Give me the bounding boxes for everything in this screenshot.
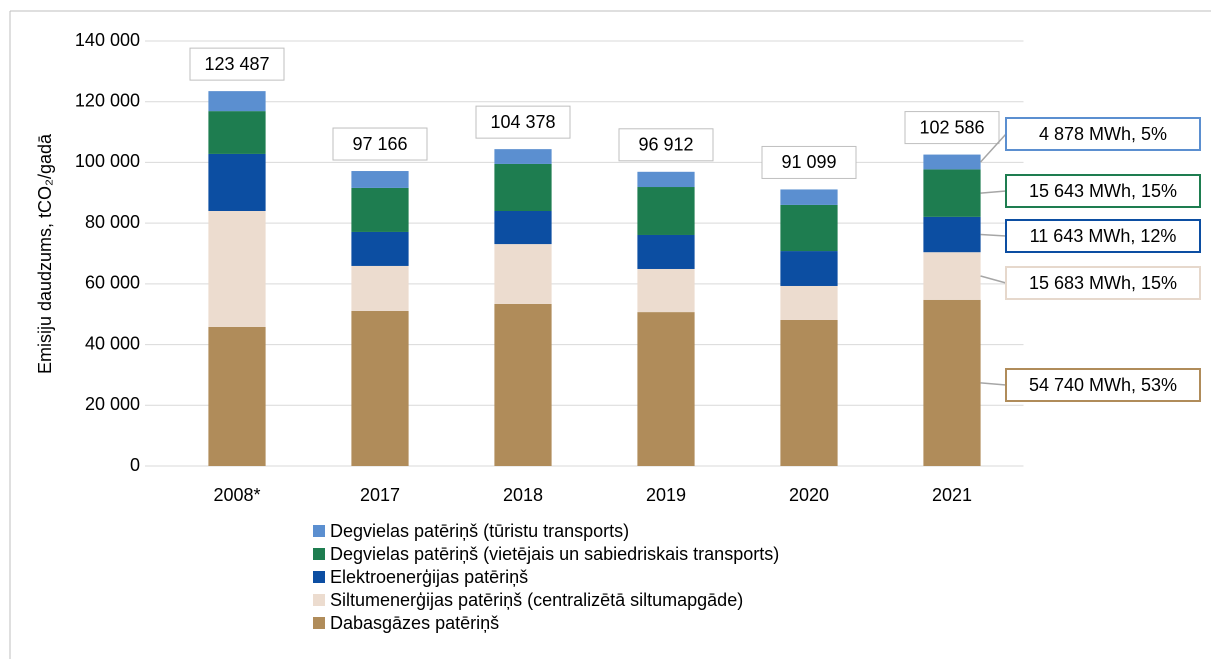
annotation-box (1005, 266, 1201, 300)
annotation-label: 15 643 MWh, 15% (1029, 181, 1177, 201)
annotation-leader (980, 382, 1007, 386)
bar-segment (923, 169, 981, 217)
legend-label: Degvielas patēriņš (tūristu transports) (330, 521, 629, 541)
bar-segment (494, 211, 552, 245)
bar-segment (780, 319, 838, 466)
bar-segment (351, 231, 409, 266)
bar-segment (351, 265, 409, 311)
legend-swatch (313, 525, 325, 537)
bar-segment (637, 187, 695, 235)
y-axis-label: Emisiju daudzums, tCO₂/gadā (35, 133, 55, 374)
total-label: 91 099 (781, 152, 836, 172)
total-label: 102 586 (919, 117, 984, 137)
bar-segment (208, 211, 266, 327)
y-tick-label: 120 000 (75, 90, 140, 110)
annotation-leader (980, 275, 1007, 284)
total-label: 104 378 (490, 112, 555, 132)
bar-segment (494, 244, 552, 304)
bar-segment (923, 252, 981, 300)
legend-swatch (313, 548, 325, 560)
annotation-leader (980, 233, 1007, 237)
bar-segment (780, 251, 838, 286)
legend-swatch (313, 571, 325, 583)
annotation-label: 54 740 MWh, 53% (1029, 375, 1177, 395)
bar-segment (208, 153, 266, 211)
annotation-box (1005, 368, 1201, 402)
y-tick-label: 60 000 (85, 273, 140, 293)
y-tick-label: 140 000 (75, 30, 140, 50)
bar-segment (637, 312, 695, 466)
total-box (618, 128, 714, 162)
annotation-box (1005, 174, 1201, 208)
bar-segment (208, 111, 266, 154)
bar-segment (780, 285, 838, 320)
y-tick-label: 80 000 (85, 212, 140, 232)
bar-segment (494, 149, 552, 164)
bar-segment (780, 189, 838, 205)
annotation-box (1005, 117, 1201, 151)
bar-segment (923, 299, 981, 466)
annotation-label: 4 878 MWh, 5% (1039, 124, 1167, 144)
x-tick-label: 2020 (789, 485, 829, 505)
bar-segment (351, 171, 409, 188)
total-label: 96 912 (638, 135, 693, 155)
x-tick-label: 2019 (646, 485, 686, 505)
total-label: 97 166 (352, 134, 407, 154)
bar-segment (923, 216, 981, 253)
bar-segment (637, 234, 695, 269)
x-tick-label: 2008* (213, 485, 260, 505)
total-box (475, 105, 571, 139)
y-tick-label: 100 000 (75, 151, 140, 171)
bar-segment (494, 303, 552, 466)
total-box (761, 145, 857, 179)
legend-label: Siltumenerģijas patēriņš (centralizētā s… (330, 590, 743, 610)
x-tick-label: 2017 (360, 485, 400, 505)
total-box (189, 47, 285, 81)
y-tick-label: 40 000 (85, 333, 140, 353)
x-tick-label: 2021 (932, 485, 972, 505)
bar-segment (923, 154, 981, 170)
x-tick-label: 2018 (503, 485, 543, 505)
legend-label: Elektroenerģijas patēriņš (330, 567, 528, 587)
legend-label: Dabasgāzes patēriņš (330, 613, 499, 633)
bar-segment (637, 268, 695, 313)
legend-swatch (313, 594, 325, 606)
bar-segment (351, 187, 409, 232)
total-label: 123 487 (204, 54, 269, 74)
bar-segment (637, 171, 695, 188)
annotation-label: 11 643 MWh, 12% (1030, 226, 1177, 246)
legend-swatch (313, 617, 325, 629)
annotation-box (1005, 219, 1201, 253)
bar-segment (208, 326, 266, 466)
y-tick-label: 0 (130, 455, 140, 475)
bar-segment (208, 91, 266, 112)
total-box (332, 127, 428, 161)
annotation-label: 15 683 MWh, 15% (1029, 273, 1177, 293)
bar-segment (351, 310, 409, 466)
y-tick-label: 20 000 (85, 394, 140, 414)
bar-segment (494, 163, 552, 211)
bar-segment (780, 204, 838, 252)
annotation-leader (980, 133, 1007, 163)
total-box (904, 111, 1000, 145)
legend-label: Degvielas patēriņš (vietējais un sabiedr… (330, 544, 779, 564)
annotation-leader (980, 190, 1007, 194)
